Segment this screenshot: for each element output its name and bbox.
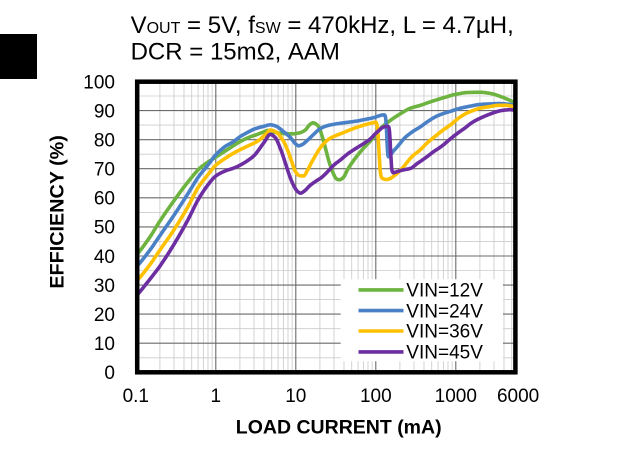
- svg-text:50: 50: [94, 218, 115, 239]
- svg-text:10: 10: [285, 386, 306, 407]
- svg-text:EFFICIENCY (%): EFFICIENCY (%): [47, 135, 69, 289]
- svg-text:1: 1: [211, 386, 222, 407]
- svg-text:LOAD CURRENT (mA): LOAD CURRENT (mA): [236, 416, 442, 438]
- svg-text:0: 0: [104, 363, 115, 384]
- svg-text:6000: 6000: [497, 386, 539, 407]
- svg-text:10: 10: [94, 334, 115, 355]
- svg-text:100: 100: [83, 72, 115, 93]
- svg-text:VOUT = 5V, fSW = 470kHz, L = 4: VOUT = 5V, fSW = 470kHz, L = 4.7µH,: [131, 12, 514, 39]
- svg-text:VIN=24V: VIN=24V: [406, 301, 483, 322]
- svg-text:VIN=12V: VIN=12V: [406, 281, 483, 302]
- svg-text:90: 90: [94, 101, 115, 122]
- svg-text:1000: 1000: [435, 386, 477, 407]
- svg-text:20: 20: [94, 305, 115, 326]
- svg-text:70: 70: [94, 160, 115, 181]
- svg-text:VIN=45V: VIN=45V: [406, 343, 483, 364]
- svg-text:40: 40: [94, 247, 115, 268]
- svg-text:30: 30: [94, 276, 115, 297]
- svg-text:VIN=36V: VIN=36V: [406, 322, 483, 343]
- svg-text:60: 60: [94, 189, 115, 210]
- svg-text:DCR = 15mΩ, AAM: DCR = 15mΩ, AAM: [131, 38, 340, 65]
- svg-text:80: 80: [94, 131, 115, 152]
- svg-text:0.1: 0.1: [123, 386, 149, 407]
- svg-text:100: 100: [360, 386, 392, 407]
